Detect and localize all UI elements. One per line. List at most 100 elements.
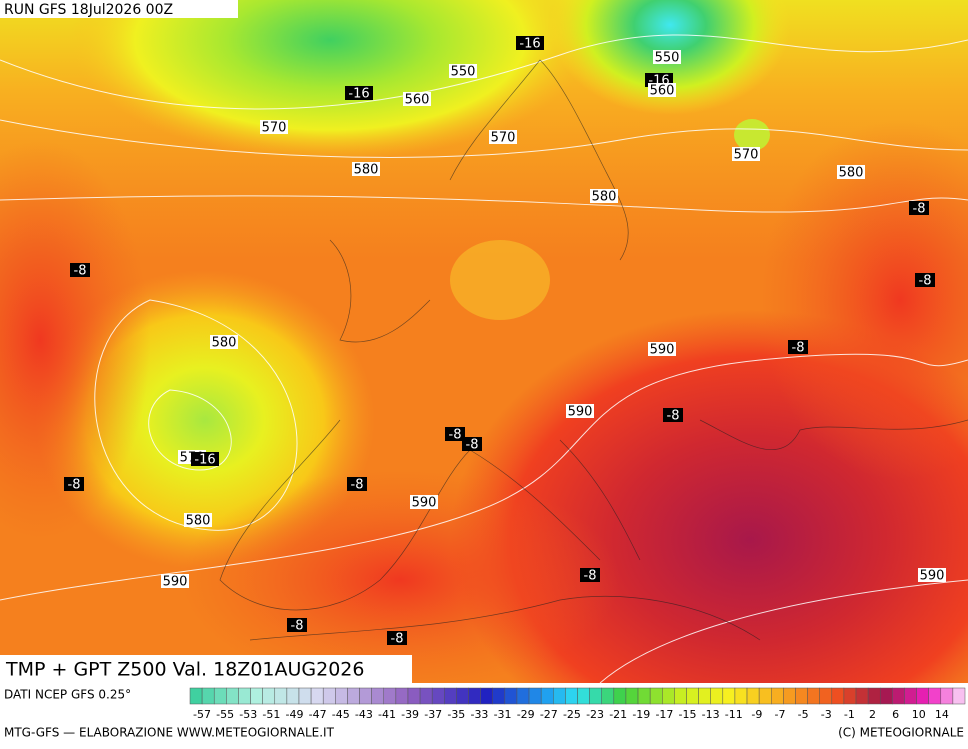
colorbar-swatch [758,687,772,705]
label-box [489,130,517,144]
label-box-dark [70,263,90,277]
colorbar-label: 2 [869,708,876,721]
colorbar-swatch [262,687,276,705]
colorbar-swatch [916,687,929,705]
colorbar-swatch [904,687,917,705]
copyright: (C) METEOGIORNALE [838,726,964,740]
colorbar-label: -7 [775,708,786,721]
label-box-dark [580,568,600,582]
label-box [918,568,946,582]
label-box-dark [663,408,683,422]
label-box-dark [345,86,373,100]
colorbar-swatch [625,687,639,705]
label-box-dark [64,477,84,491]
colorbar-swatch [298,687,312,705]
label-box-dark [347,477,367,491]
contour-label: -16 [519,37,540,52]
contour-label: -8 [449,428,462,443]
colorbar-swatch [286,687,300,705]
colorbar-swatch [201,687,215,705]
colorbar-swatch [371,687,384,705]
colorbar-label: -19 [632,708,650,721]
contour-label: 590 [920,569,945,584]
colorbar-swatch [589,687,602,705]
contour-label: 550 [451,65,476,80]
colorbar-swatch [783,687,796,705]
colorbar-swatch [310,687,324,705]
colorbar-swatch [807,687,820,705]
contour-label: -8 [291,619,304,634]
colorbar-label: -5 [798,708,809,721]
colorbar-swatch [771,687,784,705]
colorbar-label: -21 [609,708,627,721]
colorbar-label: -35 [447,708,465,721]
colorbar-label: -11 [725,708,743,721]
contour-label: 580 [212,336,237,351]
credit: MTG-GFS — ELABORAZIONE WWW.METEOGIORNALE… [4,726,335,740]
colorbar-label: -37 [424,708,442,721]
colorbar-swatch [347,687,360,705]
colorbar-swatch [528,687,542,705]
colorbar-label: -9 [751,708,762,721]
colorbar-label: -47 [309,708,327,721]
colorbar-label: -33 [470,708,488,721]
label-box [837,165,865,179]
colorbar-swatch [649,687,663,705]
contour-label: 550 [655,51,680,66]
contour-label: 590 [412,496,437,511]
label-box [184,513,212,527]
colorbar-swatch [710,687,724,705]
colorbar-swatch [601,687,615,705]
colorbar-label: -41 [378,708,396,721]
label-box-dark [915,273,935,287]
contour-label: 590 [568,405,593,420]
colorbar-label: -53 [239,708,257,721]
colorbar-swatch [879,687,893,705]
contour-label: -16 [348,87,369,102]
colorbar-swatch [480,687,493,705]
colorbar-swatch [855,687,869,705]
contour-label: -8 [351,478,364,493]
contour-label: -8 [391,632,404,647]
colorbar-swatch [867,687,881,705]
contour-label: 560 [405,93,430,108]
colorbar-swatch [383,687,397,705]
contour-label: 560 [650,84,675,99]
colorbar-label: -39 [401,708,419,721]
label-box [653,50,681,64]
label-box [732,147,760,161]
colorbar-label: -57 [193,708,211,721]
colorbar-swatch [746,687,760,705]
colorbar-swatch [419,687,433,705]
header-box [0,0,238,18]
contour-label: -8 [584,569,597,584]
colorbar-swatch [407,687,421,705]
colorbar-swatch [322,687,336,705]
colorbar-swatch [213,687,227,705]
contour-label: -8 [792,341,805,356]
colorbar-label: -23 [586,708,604,721]
colorbar: -57 -55 -53 -51 -49 -47 -45 -43 -41 -39 -37 -35 -33-… [189,687,966,721]
data-source: DATI NCEP GFS 0.25° [4,688,131,702]
colorbar-swatch [674,687,687,705]
colorbar-swatch [686,687,699,705]
colorbar-swatch [843,687,857,705]
label-box [648,342,676,356]
colorbar-label: -13 [702,708,720,721]
colorbar-label: -1 [844,708,855,721]
contour-label: -8 [913,202,926,217]
contour-label: 590 [163,575,188,590]
contour-label: 570 [262,121,287,136]
colorbar-label: 10 [912,708,926,721]
contour-label: -16 [194,453,215,468]
contour-label: 580 [354,163,379,178]
colorbar-swatch [722,687,736,705]
contour-label: -8 [466,438,479,453]
label-box [648,83,676,97]
colorbar-swatch [226,687,239,705]
contour-label: 580 [592,190,617,205]
colorbar-swatch [698,687,711,705]
colorbar-label: -29 [517,708,535,721]
contour-label: 570 [734,148,759,163]
